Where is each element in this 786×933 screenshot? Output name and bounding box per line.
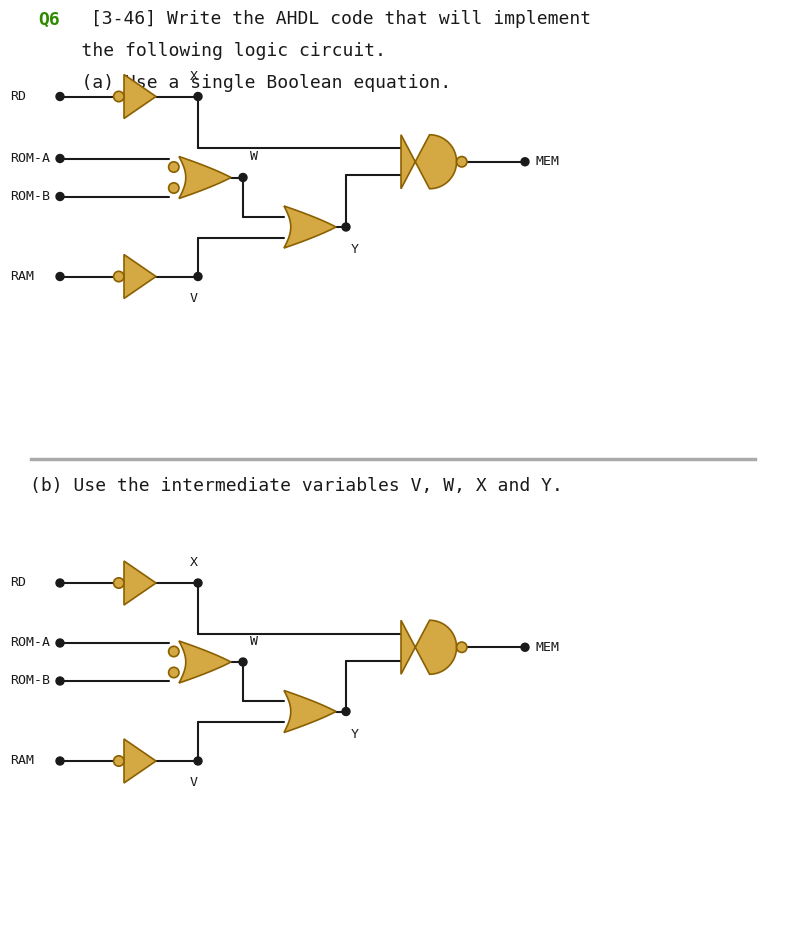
Circle shape <box>457 642 467 652</box>
Text: RAM: RAM <box>10 755 34 768</box>
Circle shape <box>194 757 202 765</box>
Circle shape <box>194 272 202 281</box>
Polygon shape <box>124 75 156 118</box>
Circle shape <box>114 91 124 102</box>
Text: Y: Y <box>351 243 359 256</box>
Circle shape <box>56 639 64 647</box>
Text: Y: Y <box>351 728 359 741</box>
Circle shape <box>342 707 350 716</box>
Text: V: V <box>190 291 198 304</box>
Circle shape <box>194 92 202 101</box>
Circle shape <box>169 161 179 173</box>
Text: Q6: Q6 <box>38 10 60 29</box>
Circle shape <box>239 658 247 666</box>
Text: RD: RD <box>10 90 26 103</box>
Text: (a) Use a single Boolean equation.: (a) Use a single Boolean equation. <box>38 74 451 91</box>
Circle shape <box>56 677 64 685</box>
Text: RD: RD <box>10 577 26 590</box>
Text: MEM: MEM <box>535 155 559 168</box>
Text: X: X <box>190 69 198 82</box>
Text: X: X <box>190 556 198 569</box>
Polygon shape <box>401 620 457 675</box>
Circle shape <box>56 579 64 587</box>
Circle shape <box>521 643 529 651</box>
Circle shape <box>521 158 529 166</box>
Circle shape <box>56 192 64 201</box>
Polygon shape <box>179 157 231 199</box>
Circle shape <box>169 647 179 657</box>
Text: ROM-B: ROM-B <box>10 190 50 203</box>
Text: MEM: MEM <box>535 641 559 654</box>
Text: W: W <box>250 150 258 163</box>
Circle shape <box>56 92 64 101</box>
Polygon shape <box>124 739 156 783</box>
Text: the following logic circuit.: the following logic circuit. <box>38 43 386 61</box>
Text: RAM: RAM <box>10 270 34 283</box>
Text: (b) Use the intermediate variables V, W, X and Y.: (b) Use the intermediate variables V, W,… <box>30 477 563 495</box>
Circle shape <box>56 757 64 765</box>
Circle shape <box>114 272 124 282</box>
Text: W: W <box>250 635 258 648</box>
Text: ROM-A: ROM-A <box>10 152 50 165</box>
Text: ROM-B: ROM-B <box>10 675 50 688</box>
Polygon shape <box>401 134 457 188</box>
Circle shape <box>56 272 64 281</box>
Circle shape <box>194 579 202 587</box>
Text: V: V <box>190 776 198 789</box>
Circle shape <box>342 223 350 231</box>
Polygon shape <box>284 690 336 732</box>
Circle shape <box>56 155 64 162</box>
Text: [3-46] Write the AHDL code that will implement: [3-46] Write the AHDL code that will imp… <box>80 10 591 29</box>
Text: ROM-A: ROM-A <box>10 636 50 649</box>
Polygon shape <box>179 641 231 683</box>
Circle shape <box>239 174 247 182</box>
Circle shape <box>114 756 124 766</box>
Polygon shape <box>124 561 156 605</box>
Circle shape <box>457 157 467 167</box>
Polygon shape <box>124 255 156 299</box>
Circle shape <box>169 667 179 677</box>
Polygon shape <box>284 206 336 248</box>
Circle shape <box>169 183 179 193</box>
Circle shape <box>114 578 124 588</box>
